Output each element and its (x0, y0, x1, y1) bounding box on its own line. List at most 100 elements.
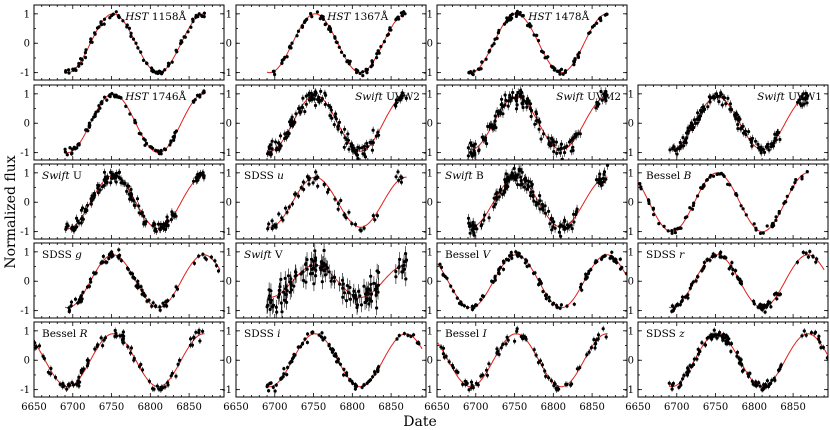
data-point (388, 26, 392, 30)
data-point (547, 295, 551, 299)
panel-frame (436, 242, 628, 319)
panel-label-plain: 1746Å (149, 89, 187, 103)
data-point (347, 210, 351, 214)
data-point (168, 143, 172, 147)
data-point (801, 250, 805, 254)
data-point (49, 366, 53, 371)
data-point (155, 384, 159, 388)
data-point (63, 150, 67, 154)
data-point (304, 280, 308, 284)
data-point (300, 342, 305, 346)
data-point (493, 202, 497, 206)
data-point (497, 268, 501, 272)
data-point (806, 94, 810, 98)
data-point (691, 203, 696, 208)
data-point (107, 253, 111, 257)
data-point (322, 182, 326, 186)
data-point (175, 50, 179, 54)
data-point (286, 274, 290, 278)
data-point (102, 95, 107, 99)
data-point (79, 57, 83, 61)
data-point (137, 364, 142, 369)
data-point (501, 192, 505, 196)
data-point (289, 283, 293, 287)
data-point (334, 354, 338, 358)
data-point (777, 209, 781, 214)
data-point (508, 99, 512, 103)
plot-area (638, 170, 809, 235)
data-point (288, 290, 292, 294)
data-point (53, 375, 58, 379)
data-point (347, 147, 351, 151)
data-point (726, 182, 730, 186)
data-point (66, 383, 70, 387)
data-point (321, 17, 325, 21)
y-tick-label: 0 (24, 39, 30, 50)
data-point (365, 287, 369, 291)
data-point (563, 70, 568, 74)
data-point (116, 14, 120, 18)
data-point (139, 285, 143, 289)
data-point (110, 175, 114, 179)
panel-frame (637, 84, 829, 161)
data-point (77, 64, 81, 68)
data-point (369, 292, 374, 296)
data-point (270, 139, 274, 143)
panel-label: Bessel V (445, 249, 492, 261)
data-point (538, 207, 542, 211)
data-point (603, 93, 607, 97)
data-point (327, 103, 331, 108)
data-point (336, 127, 340, 131)
panel-label-band: u (277, 170, 284, 182)
data-point (451, 289, 455, 293)
data-point (96, 109, 100, 113)
data-point (196, 172, 200, 176)
panel-label-plain: 1367Å (351, 9, 389, 23)
data-point (329, 347, 333, 351)
y-tick-label: -1 (222, 385, 232, 396)
data-point (172, 138, 176, 142)
data-point (174, 374, 178, 378)
data-point (79, 208, 84, 212)
data-point (93, 347, 97, 351)
data-point (105, 181, 109, 185)
data-point (744, 132, 748, 137)
data-point (119, 177, 123, 181)
data-point (157, 387, 161, 391)
data-point (329, 108, 333, 112)
data-point (766, 302, 770, 306)
data-point (170, 371, 174, 375)
data-point (333, 115, 337, 119)
panel-label-italic: HST (527, 11, 552, 23)
data-point (58, 382, 62, 386)
data-point (67, 68, 71, 72)
data-point (287, 205, 291, 209)
data-point (127, 26, 132, 30)
data-point (110, 92, 114, 96)
data-point (499, 187, 503, 192)
data-point (811, 255, 815, 259)
data-point (133, 118, 137, 122)
data-point (559, 223, 563, 227)
panel-1: -1 0 1 HST 1367Å (222, 4, 427, 81)
data-point (192, 261, 196, 265)
data-point (543, 211, 548, 215)
data-point (548, 222, 552, 226)
data-point (86, 361, 90, 366)
data-point (615, 261, 619, 265)
data-point (165, 304, 169, 308)
data-point (284, 292, 288, 297)
data-point (589, 268, 593, 272)
data-point (639, 187, 643, 191)
data-point (652, 213, 656, 217)
data-point (470, 154, 474, 158)
data-point (99, 21, 103, 25)
panel-label: Swift UVW1 (757, 91, 822, 103)
data-point (802, 102, 806, 106)
y-tick-label: -1 (222, 306, 232, 317)
data-point (362, 383, 366, 387)
data-point (774, 291, 778, 295)
data-point (595, 21, 599, 25)
data-point (303, 110, 307, 114)
panel-frame (33, 84, 225, 161)
